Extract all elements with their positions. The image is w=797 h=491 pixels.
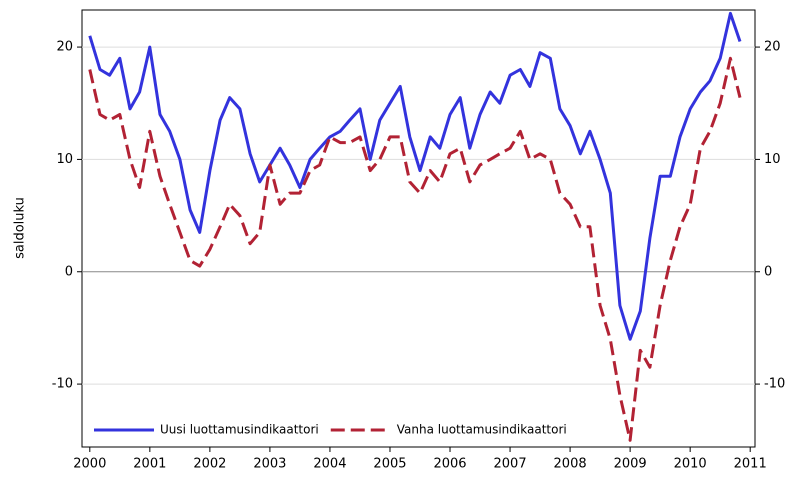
y2-tick-label: -10 xyxy=(764,377,785,392)
y2-tick-label: 20 xyxy=(764,40,781,55)
x-tick-label: 2008 xyxy=(554,457,587,472)
x-tick-label: 2004 xyxy=(313,457,346,472)
x-tick-label: 2010 xyxy=(674,457,707,472)
x-tick-label: 2002 xyxy=(193,457,226,472)
legend-label: Vanha luottamusindikaattori xyxy=(397,423,567,437)
x-tick-label: 2011 xyxy=(734,457,767,472)
x-tick-label: 2007 xyxy=(494,457,527,472)
x-tick-label: 2000 xyxy=(73,457,106,472)
series-line xyxy=(88,56,742,442)
x-tick-label: 2005 xyxy=(373,457,406,472)
y-axis-label: saldoluku xyxy=(13,197,28,259)
x-tick-label: 2006 xyxy=(433,457,466,472)
legend-label: Uusi luottamusindikaattori xyxy=(160,423,319,437)
plot-frame xyxy=(81,9,756,448)
y2-tick-label: 0 xyxy=(764,264,772,279)
x-tick-label: 2003 xyxy=(253,457,286,472)
legend: Uusi luottamusindikaattori Vanha luottamu… xyxy=(94,423,567,437)
y-tick-label: 20 xyxy=(56,40,73,55)
x-tick-label: 2009 xyxy=(614,457,647,472)
y2-tick-label: 10 xyxy=(764,152,781,167)
y-tick-label: 0 xyxy=(65,264,73,279)
y-tick-label: -10 xyxy=(52,377,73,392)
y-tick-label: 10 xyxy=(56,152,73,167)
series-line xyxy=(88,11,742,341)
x-tick-label: 2001 xyxy=(133,457,166,472)
